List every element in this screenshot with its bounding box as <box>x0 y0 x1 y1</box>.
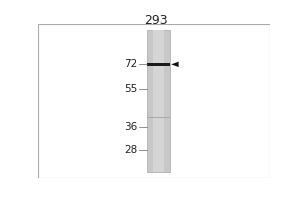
Bar <box>147 30 170 172</box>
Bar <box>147 63 170 66</box>
Bar <box>153 30 164 172</box>
Text: 293: 293 <box>144 14 168 27</box>
Bar <box>147 117 170 118</box>
Text: 72: 72 <box>124 59 137 69</box>
Text: 36: 36 <box>124 122 137 132</box>
Text: 28: 28 <box>124 145 137 155</box>
Polygon shape <box>171 62 178 67</box>
Text: 55: 55 <box>124 84 137 94</box>
